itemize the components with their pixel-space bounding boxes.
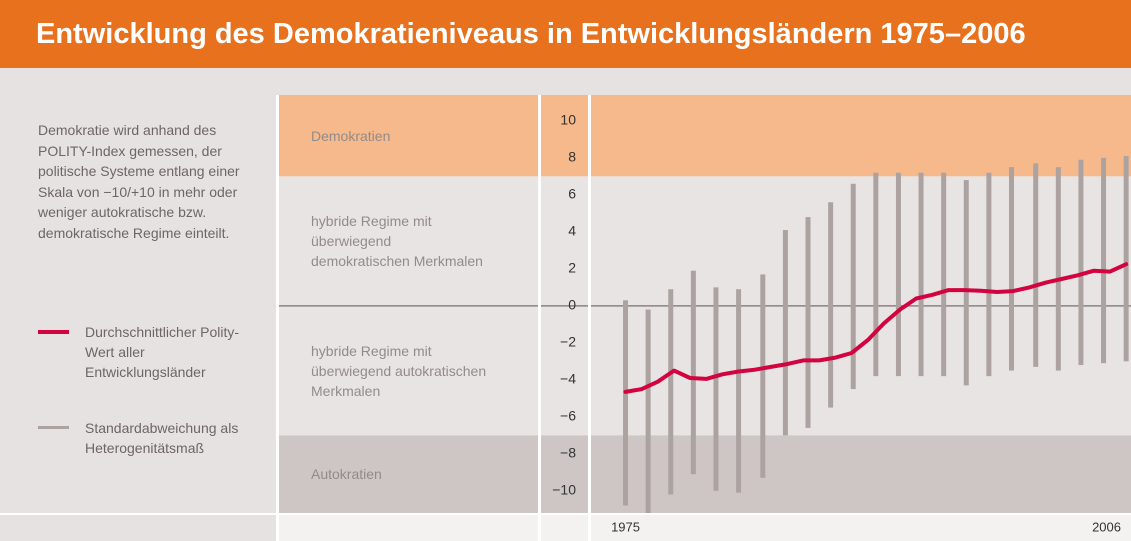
y-tick-label: −2 xyxy=(560,334,576,350)
std-bar xyxy=(986,172,992,377)
std-bar xyxy=(736,289,742,493)
column-separator xyxy=(538,95,541,541)
std-bar xyxy=(1008,167,1014,371)
row-separator xyxy=(0,513,1131,515)
y-tick-label: −4 xyxy=(560,371,576,387)
std-bar xyxy=(1078,159,1084,366)
side-panel xyxy=(0,95,276,513)
std-bar xyxy=(850,183,856,390)
std-bar xyxy=(895,172,901,377)
footer-right xyxy=(278,515,1131,541)
y-tick-label: 8 xyxy=(568,149,576,165)
y-tick-label: −6 xyxy=(560,408,576,424)
column-separator xyxy=(588,95,591,541)
x-tick-label: 1975 xyxy=(611,519,640,534)
y-tick-label: 4 xyxy=(568,223,576,239)
y-tick-label: −8 xyxy=(560,445,576,461)
std-bar xyxy=(1101,157,1107,364)
std-bar xyxy=(713,287,719,491)
x-tick-label: 2006 xyxy=(1092,519,1121,534)
zone-label: hybride Regime mit überwiegend autokrati… xyxy=(311,342,487,399)
std-bar xyxy=(918,172,924,377)
std-bar xyxy=(623,300,629,506)
std-bar xyxy=(1123,156,1129,362)
y-tick-label: 2 xyxy=(568,260,576,276)
std-bar xyxy=(1033,163,1039,367)
zone-band xyxy=(278,435,1131,513)
zone-label: hybride Regime mit überwiegend demokrati… xyxy=(311,213,483,270)
header-band xyxy=(0,68,1131,95)
legend-label: Durchschnittlicher Polity-Wert aller Ent… xyxy=(85,324,240,380)
std-bar xyxy=(782,230,788,436)
std-bar xyxy=(1055,167,1061,371)
std-bar xyxy=(941,172,947,377)
y-tick-label: 6 xyxy=(568,186,576,202)
chart-title: Entwicklung des Demokratieniveaus in Ent… xyxy=(0,0,1131,68)
y-tick-label: 0 xyxy=(568,297,576,313)
zone-band xyxy=(278,95,1131,177)
description: Demokratie wird anhand des POLITY-Index … xyxy=(38,122,240,241)
legend-swatch xyxy=(38,330,69,334)
column-separator xyxy=(276,95,279,541)
legend-label: Standardabweichung als Heterogenitätsmaß xyxy=(85,420,239,456)
std-bar xyxy=(645,309,651,513)
zone-label: Autokratien xyxy=(311,466,382,483)
zone-label: Demokratien xyxy=(311,127,391,144)
std-bar xyxy=(668,289,674,495)
std-bar xyxy=(805,217,811,428)
std-bar xyxy=(963,180,969,386)
y-tick-label: −10 xyxy=(552,482,576,498)
std-bar xyxy=(690,270,696,475)
footer-left xyxy=(0,515,276,541)
std-bar xyxy=(760,274,766,478)
std-bar xyxy=(873,172,879,377)
mean-line xyxy=(623,262,1129,394)
y-tick-label: 10 xyxy=(560,112,576,128)
legend-swatch xyxy=(38,426,69,429)
std-bar xyxy=(828,202,834,408)
